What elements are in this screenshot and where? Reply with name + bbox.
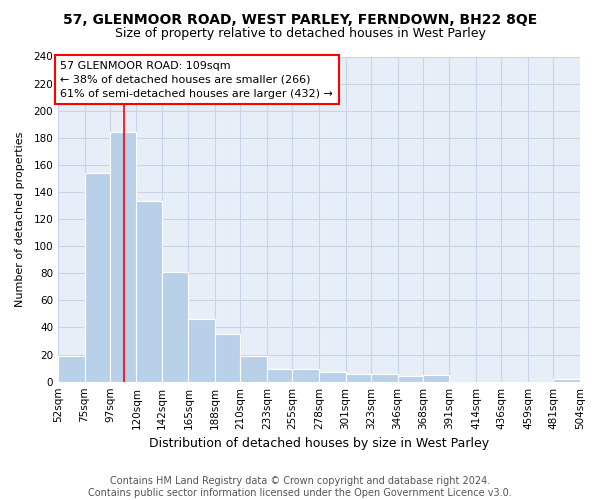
Text: 57, GLENMOOR ROAD, WEST PARLEY, FERNDOWN, BH22 8QE: 57, GLENMOOR ROAD, WEST PARLEY, FERNDOWN…: [63, 12, 537, 26]
Bar: [215, 334, 241, 382]
Bar: [292, 370, 319, 382]
Bar: [162, 272, 188, 382]
Bar: [319, 372, 346, 382]
Bar: [85, 173, 110, 382]
Bar: [58, 356, 85, 382]
Y-axis label: Number of detached properties: Number of detached properties: [15, 132, 25, 307]
Text: 57 GLENMOOR ROAD: 109sqm
← 38% of detached houses are smaller (266)
61% of semi-: 57 GLENMOOR ROAD: 109sqm ← 38% of detach…: [60, 60, 333, 98]
X-axis label: Distribution of detached houses by size in West Parley: Distribution of detached houses by size …: [149, 437, 489, 450]
Text: Contains HM Land Registry data © Crown copyright and database right 2024.
Contai: Contains HM Land Registry data © Crown c…: [88, 476, 512, 498]
Bar: [371, 374, 398, 382]
Bar: [267, 370, 292, 382]
Bar: [110, 132, 136, 382]
Bar: [553, 379, 580, 382]
Bar: [136, 202, 162, 382]
Bar: [346, 374, 371, 382]
Bar: [423, 375, 449, 382]
Bar: [241, 356, 267, 382]
Bar: [398, 376, 423, 382]
Text: Size of property relative to detached houses in West Parley: Size of property relative to detached ho…: [115, 28, 485, 40]
Bar: [188, 320, 215, 382]
